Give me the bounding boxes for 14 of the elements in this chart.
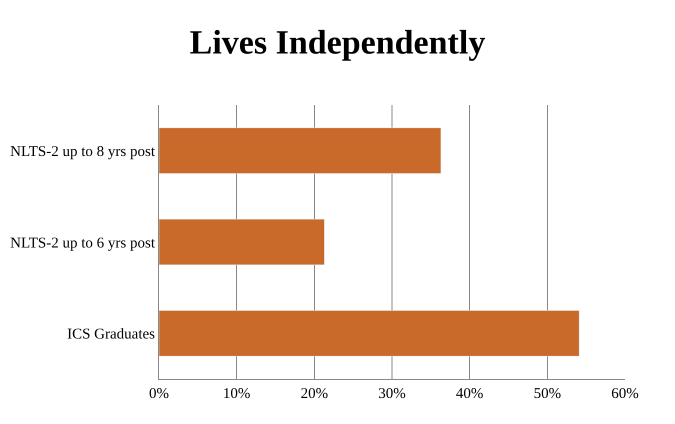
y-tick-label: ICS Graduates [67, 326, 156, 343]
x-tick-label: 10% [222, 386, 250, 402]
y-tick-label: NLTS-2 up to 8 yrs post [10, 144, 156, 160]
y-tick-label: NLTS-2 up to 6 yrs post [10, 235, 156, 252]
x-tick-label: 0% [149, 386, 169, 402]
x-tick-label: 20% [300, 386, 328, 402]
x-tick-label: 50% [534, 386, 562, 402]
bar [159, 218, 325, 266]
chart-title: Lives Independently [190, 24, 486, 62]
bar [159, 310, 580, 356]
bar [159, 128, 442, 174]
x-tick-label: 60% [611, 386, 639, 402]
x-tick-label: 40% [456, 386, 484, 402]
x-tick-label: 30% [378, 386, 406, 402]
